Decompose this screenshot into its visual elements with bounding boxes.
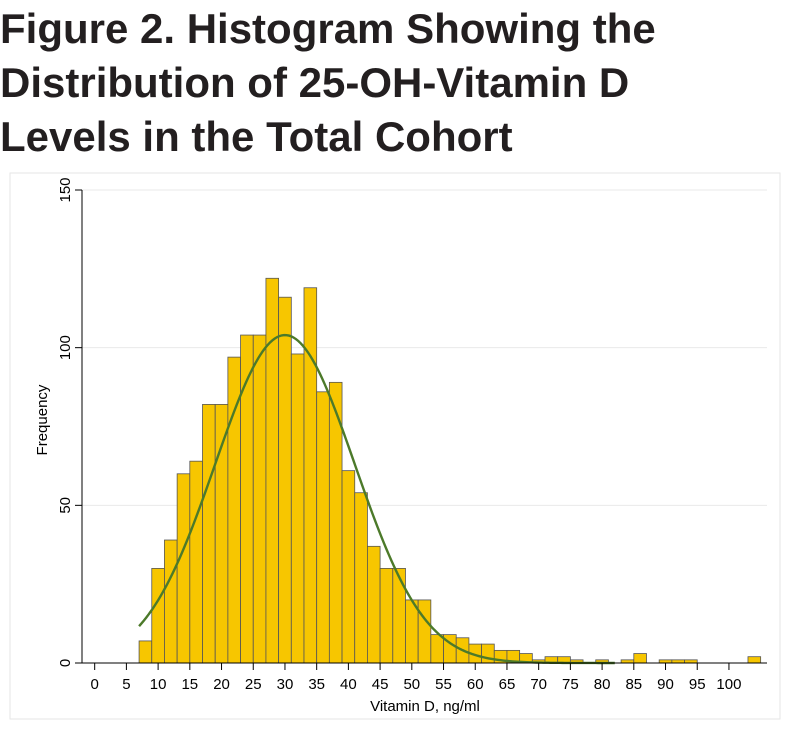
figure-title-line-1: Figure 2. Histogram Showing the — [0, 5, 656, 52]
histogram-bar-20 — [392, 568, 406, 664]
y-tick-label-50: 50 — [57, 497, 74, 514]
x-tick-label-65: 65 — [499, 676, 516, 693]
histogram-bar-4 — [189, 460, 203, 664]
histogram-bar-9 — [252, 334, 267, 664]
x-tick-label-40: 40 — [340, 676, 357, 693]
figure-title-line-3: Levels in the Total Cohort — [0, 113, 513, 160]
histogram-bar-18 — [367, 545, 381, 664]
histogram-bar-2 — [164, 539, 178, 664]
y-tick-label-0: 0 — [57, 659, 74, 667]
figure-title: Figure 2. Histogram Showing the Distribu… — [0, 2, 700, 164]
x-tick-label-25: 25 — [245, 676, 262, 693]
x-tick-label-10: 10 — [150, 676, 167, 693]
x-tick-label-0: 0 — [91, 676, 99, 693]
histogram-bar-14 — [316, 391, 330, 664]
x-tick-label-75: 75 — [562, 676, 579, 693]
x-tick-label-50: 50 — [403, 676, 420, 693]
x-tick-label-90: 90 — [657, 676, 674, 693]
x-tick-label-95: 95 — [689, 676, 706, 693]
histogram-bar-21 — [405, 599, 419, 664]
y-axis-label: Frequency — [34, 384, 51, 455]
y-tick-label-100: 100 — [57, 335, 74, 360]
histogram-bar-22 — [417, 599, 432, 664]
x-axis-label: Vitamin D, ng/ml — [370, 698, 480, 715]
x-tick-label-80: 80 — [594, 676, 611, 693]
x-tick-label-20: 20 — [213, 676, 230, 693]
y-tick-label-150: 150 — [57, 177, 74, 202]
axes: 0 50 100 150 0 5 10 15 20 25 30 35 40 45 50 55 60 65 70 75 8… — [57, 177, 767, 693]
x-tick-label-55: 55 — [435, 676, 452, 693]
histogram-bars — [138, 277, 762, 664]
histogram-bar-13 — [303, 287, 318, 664]
x-tick-label-60: 60 — [467, 676, 484, 693]
normal-curve-layer — [138, 333, 615, 665]
x-tick-label-15: 15 — [181, 676, 198, 693]
histogram-bar-41 — [747, 656, 762, 664]
x-tick-label-35: 35 — [308, 676, 325, 693]
histogram-bar-12 — [290, 353, 305, 664]
histogram-bar-23 — [430, 634, 444, 664]
histogram-bar-1 — [151, 568, 165, 664]
histogram-bar-11 — [278, 296, 292, 664]
figure-title-line-2: Distribution of 25-OH-Vitamin D — [0, 59, 630, 106]
histogram-bar-5 — [202, 404, 216, 664]
histogram-bar-0 — [138, 640, 153, 664]
histogram-bar-8 — [240, 334, 254, 664]
x-tick-label-85: 85 — [625, 676, 642, 693]
histogram-bar-16 — [341, 470, 356, 664]
x-tick-label-45: 45 — [372, 676, 389, 693]
x-tick-label-100: 100 — [716, 676, 741, 693]
histogram-bar-19 — [379, 568, 394, 664]
x-tick-label-70: 70 — [530, 676, 547, 693]
histogram-bar-17 — [354, 492, 368, 664]
histogram-bar-3 — [176, 473, 191, 664]
histogram-bar-37 — [633, 653, 647, 664]
normal-density-curve — [138, 333, 615, 665]
x-tick-label-30: 30 — [277, 676, 294, 693]
x-tick-label-5: 5 — [122, 676, 130, 693]
